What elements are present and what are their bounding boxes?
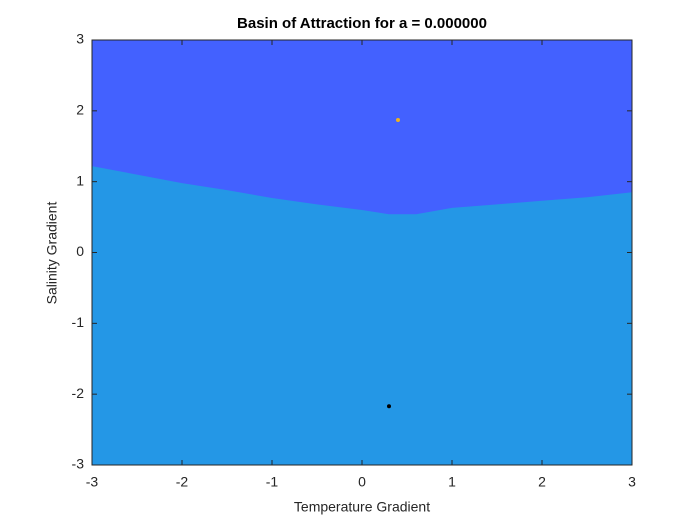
y-tick-label: 1: [76, 172, 84, 188]
y-tick-label: 2: [76, 102, 84, 118]
lower-region: [92, 166, 632, 466]
x-tick-label: 0: [358, 474, 366, 490]
point: [396, 118, 400, 123]
y-tick-label: 3: [76, 31, 84, 47]
x-tick-label: -3: [86, 474, 99, 490]
x-tick-label: 1: [448, 474, 456, 490]
x-axis-label: Temperature Gradient: [294, 499, 430, 515]
y-axis-label: Salinity Gradient: [44, 202, 60, 305]
y-tick-label: -2: [72, 385, 85, 401]
y-tick-label: -3: [72, 456, 85, 472]
chart-title: Basin of Attraction for a = 0.000000: [237, 15, 487, 32]
x-tick-label: -1: [266, 474, 279, 490]
x-tick-label: -2: [176, 474, 189, 490]
point: [387, 404, 391, 409]
y-tick-label: -1: [72, 314, 85, 330]
x-tick-label: 3: [628, 474, 636, 490]
x-tick-label: 2: [538, 474, 546, 490]
y-tick-label: 0: [76, 243, 84, 259]
